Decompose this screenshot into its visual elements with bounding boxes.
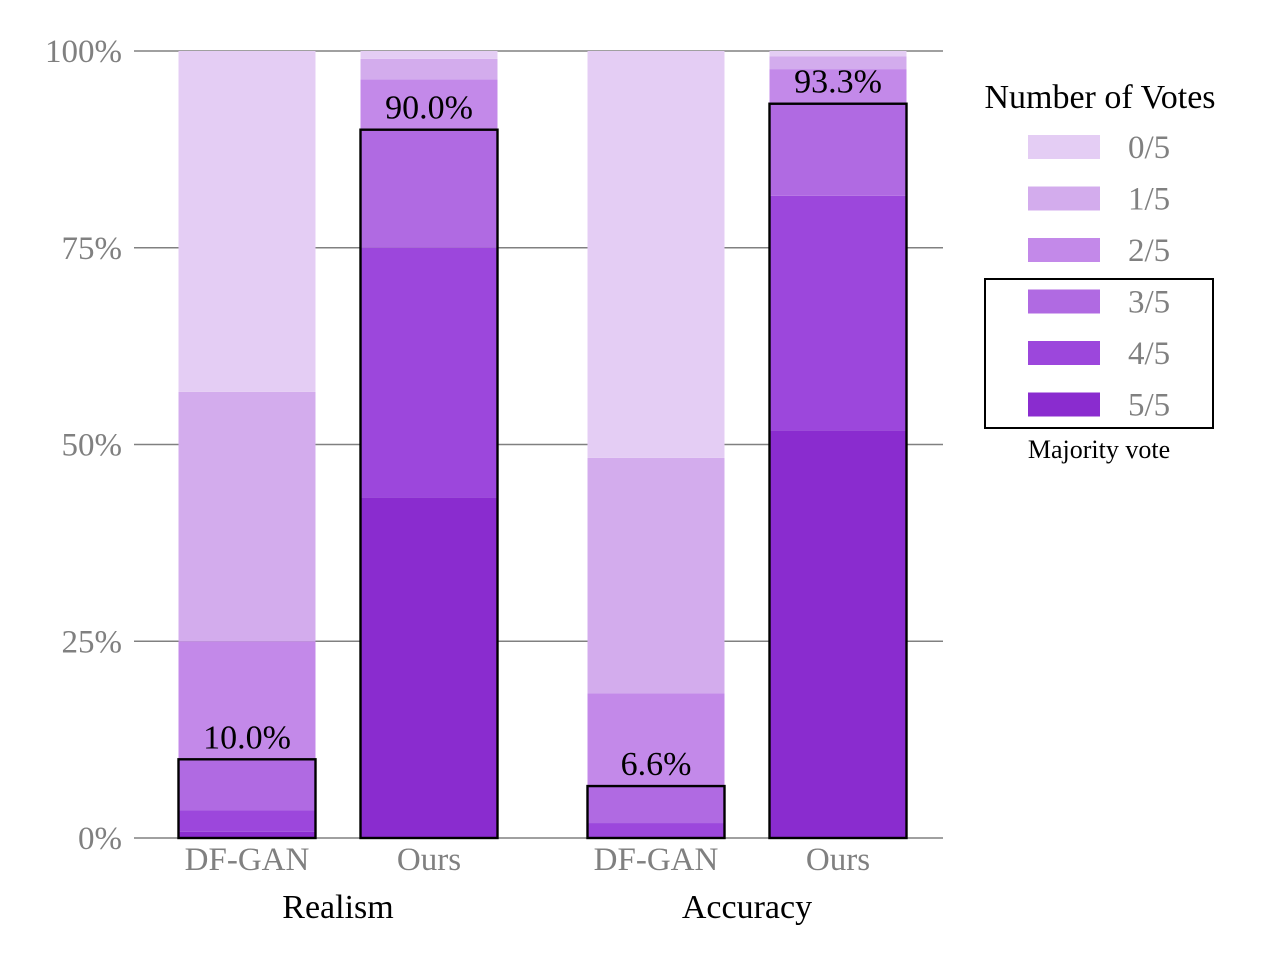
bar-segment-0-of-5: [178, 51, 316, 392]
labels: 0% 25% 50% 75% 100% 10.0% DF-GAN 90.0% Ours 6.6% D…: [45, 34, 882, 926]
group-label: Realism: [282, 889, 393, 926]
legend-swatch: [1028, 341, 1100, 365]
bar-segment-0-of-5: [769, 51, 907, 57]
bar-segment-0-of-5: [360, 51, 498, 59]
bar-segment-3-of-5: [360, 129, 498, 248]
legend-majority-note: Majority vote: [1028, 435, 1170, 464]
majority-outline: [586, 784, 726, 840]
bar-segment-1-of-5: [178, 391, 316, 642]
bar-segment-3-of-5: [587, 786, 725, 824]
group-label: Accuracy: [682, 889, 812, 926]
data-label: 6.6%: [621, 746, 692, 783]
bar-segment-4-of-5: [178, 810, 316, 832]
bar-segment-4-of-5: [360, 247, 498, 498]
legend-label: 4/5: [1128, 336, 1170, 372]
majority-outline: [177, 758, 317, 840]
bar-segment-1-of-5: [360, 58, 498, 80]
bar-segment-2-of-5: [178, 641, 316, 760]
legend-swatch: [1028, 392, 1100, 417]
y-tick-label: 75%: [62, 231, 123, 267]
bar-segment-2-of-5: [769, 69, 907, 104]
bar-segment-1-of-5: [587, 457, 725, 694]
legend-label: 3/5: [1128, 285, 1170, 321]
legend-label: 1/5: [1128, 182, 1170, 218]
bar-segment-3-of-5: [178, 759, 316, 811]
legend-swatch: [1028, 238, 1100, 262]
x-tick-label: Ours: [397, 842, 461, 878]
legend-swatch: [1028, 135, 1100, 159]
bar-segment-3-of-5: [769, 103, 907, 196]
bar-segment-4-of-5: [587, 823, 725, 838]
bars: [178, 51, 907, 838]
bar-segment-5-of-5: [769, 430, 907, 838]
y-tick-label: 100%: [45, 34, 122, 70]
legend: Number of Votes Majority vote 0/5 1/5 2/5 3…: [984, 79, 1216, 464]
bar-segment-2-of-5: [587, 693, 725, 787]
bar-segment-4-of-5: [769, 195, 907, 431]
data-label: 90.0%: [385, 90, 473, 127]
y-tick-label: 0%: [78, 821, 122, 857]
y-tick-label: 50%: [62, 428, 123, 464]
legend-label: 5/5: [1128, 388, 1170, 424]
legend-swatch: [1028, 186, 1100, 211]
legend-swatch: [1028, 289, 1100, 314]
bar-segment-1-of-5: [769, 56, 907, 70]
data-label: 10.0%: [203, 719, 291, 756]
legend-majority-box: [984, 278, 1214, 429]
bar-segment-0-of-5: [587, 51, 725, 458]
bar-segment-2-of-5: [360, 79, 498, 130]
y-tick-label: 25%: [62, 624, 123, 660]
bar-segment-5-of-5: [178, 831, 316, 838]
legend-label: 2/5: [1128, 233, 1170, 269]
x-tick-label: Ours: [806, 842, 870, 878]
bar-segment-5-of-5: [360, 497, 498, 838]
data-label: 93.3%: [794, 64, 882, 101]
legend-title: Number of Votes: [984, 79, 1215, 116]
x-tick-label: DF-GAN: [594, 842, 719, 878]
majority-outline: [768, 102, 908, 840]
legend-label: 0/5: [1128, 130, 1170, 166]
majority-outline: [359, 128, 499, 840]
majority-outlines: [177, 102, 908, 840]
x-tick-label: DF-GAN: [185, 842, 310, 878]
